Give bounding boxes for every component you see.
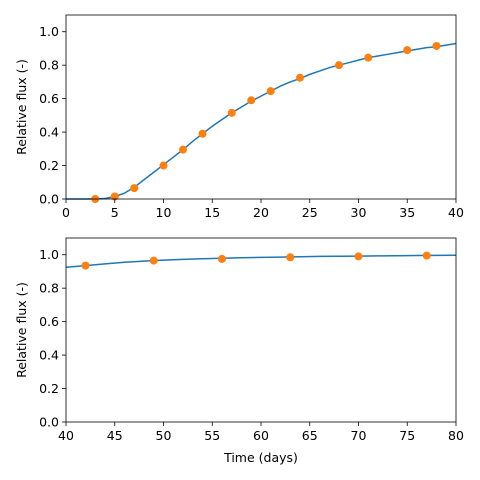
data-point (422, 251, 431, 260)
x-tick-label: 35 (399, 205, 415, 220)
data-point (364, 53, 373, 62)
bottom-chart: 40 45 50 55 60 65 70 75 80 0.0 0.2 0.4 0.6 0.8 1.0 Rela… (14, 237, 464, 465)
top-chart: 0 5 10 15 20 25 30 35 40 0.0 0.2 0.4 0.6 0.8 1.0 Relati… (14, 14, 464, 220)
x-tick-label: 75 (399, 428, 415, 443)
y-tick-label: 0.0 (39, 415, 59, 430)
fitted-curve (66, 254, 456, 269)
data-point (266, 87, 275, 96)
x-tick-label: 25 (302, 205, 318, 220)
plot-frame (65, 14, 457, 200)
x-tick-label: 40 (448, 205, 464, 220)
x-tick-label: 40 (58, 428, 74, 443)
data-point (130, 184, 139, 193)
data-point (110, 192, 119, 201)
x-axis-label: Time (days) (223, 450, 298, 465)
y-tick-label: 1.0 (39, 247, 59, 262)
x-tick-label: 10 (156, 205, 172, 220)
data-point (432, 41, 441, 50)
x-tick-label: 0 (62, 205, 70, 220)
y-axis-label: Relative flux (-) (14, 282, 29, 378)
data-point (296, 73, 304, 82)
data-point (227, 108, 236, 117)
x-tick-label: 30 (351, 205, 367, 220)
data-point (354, 252, 363, 261)
plot-frame (65, 237, 457, 423)
x-tick-label: 60 (253, 428, 269, 443)
data-point (403, 46, 412, 55)
y-tick-label: 0.8 (39, 58, 59, 73)
data-point (179, 145, 187, 154)
x-tick-label: 80 (448, 428, 464, 443)
x-tick-label: 70 (351, 428, 367, 443)
data-point (159, 161, 168, 170)
data-point (198, 129, 207, 138)
x-tick-label: 45 (107, 428, 123, 443)
x-tick-label: 65 (302, 428, 318, 443)
y-tick-label: 0.2 (39, 158, 59, 173)
y-tick-label: 0.6 (39, 91, 59, 106)
data-point (149, 256, 158, 265)
data-point (218, 254, 226, 263)
y-tick-label: 0.2 (39, 381, 59, 396)
fitted-curve (66, 42, 456, 200)
x-tick-label: 20 (253, 205, 269, 220)
x-tick-label: 55 (204, 428, 220, 443)
x-tick-label: 50 (156, 428, 172, 443)
x-tick-label: 15 (204, 205, 220, 220)
y-tick-label: 0.4 (39, 125, 59, 140)
data-point (81, 261, 90, 270)
y-tick-label: 0.6 (39, 314, 59, 329)
y-tick-label: 0.0 (39, 192, 59, 207)
data-point (286, 253, 295, 262)
data-point (335, 61, 343, 70)
data-point (247, 96, 256, 105)
y-tick-label: 1.0 (39, 24, 59, 39)
y-tick-label: 0.4 (39, 348, 59, 363)
x-tick-label: 5 (111, 205, 119, 220)
y-axis-label: Relative flux (-) (14, 59, 29, 155)
y-tick-label: 0.8 (39, 281, 59, 296)
